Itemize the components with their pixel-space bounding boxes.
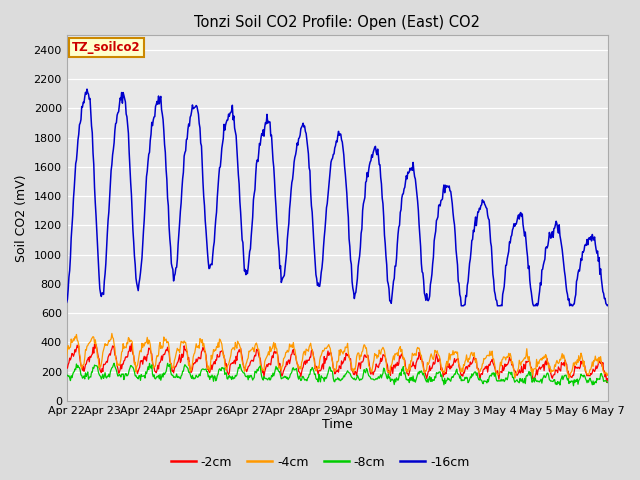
Legend: -2cm, -4cm, -8cm, -16cm: -2cm, -4cm, -8cm, -16cm [166,451,474,474]
Y-axis label: Soil CO2 (mV): Soil CO2 (mV) [15,174,28,262]
Title: Tonzi Soil CO2 Profile: Open (East) CO2: Tonzi Soil CO2 Profile: Open (East) CO2 [195,15,481,30]
X-axis label: Time: Time [322,419,353,432]
Text: TZ_soilco2: TZ_soilco2 [72,41,141,54]
